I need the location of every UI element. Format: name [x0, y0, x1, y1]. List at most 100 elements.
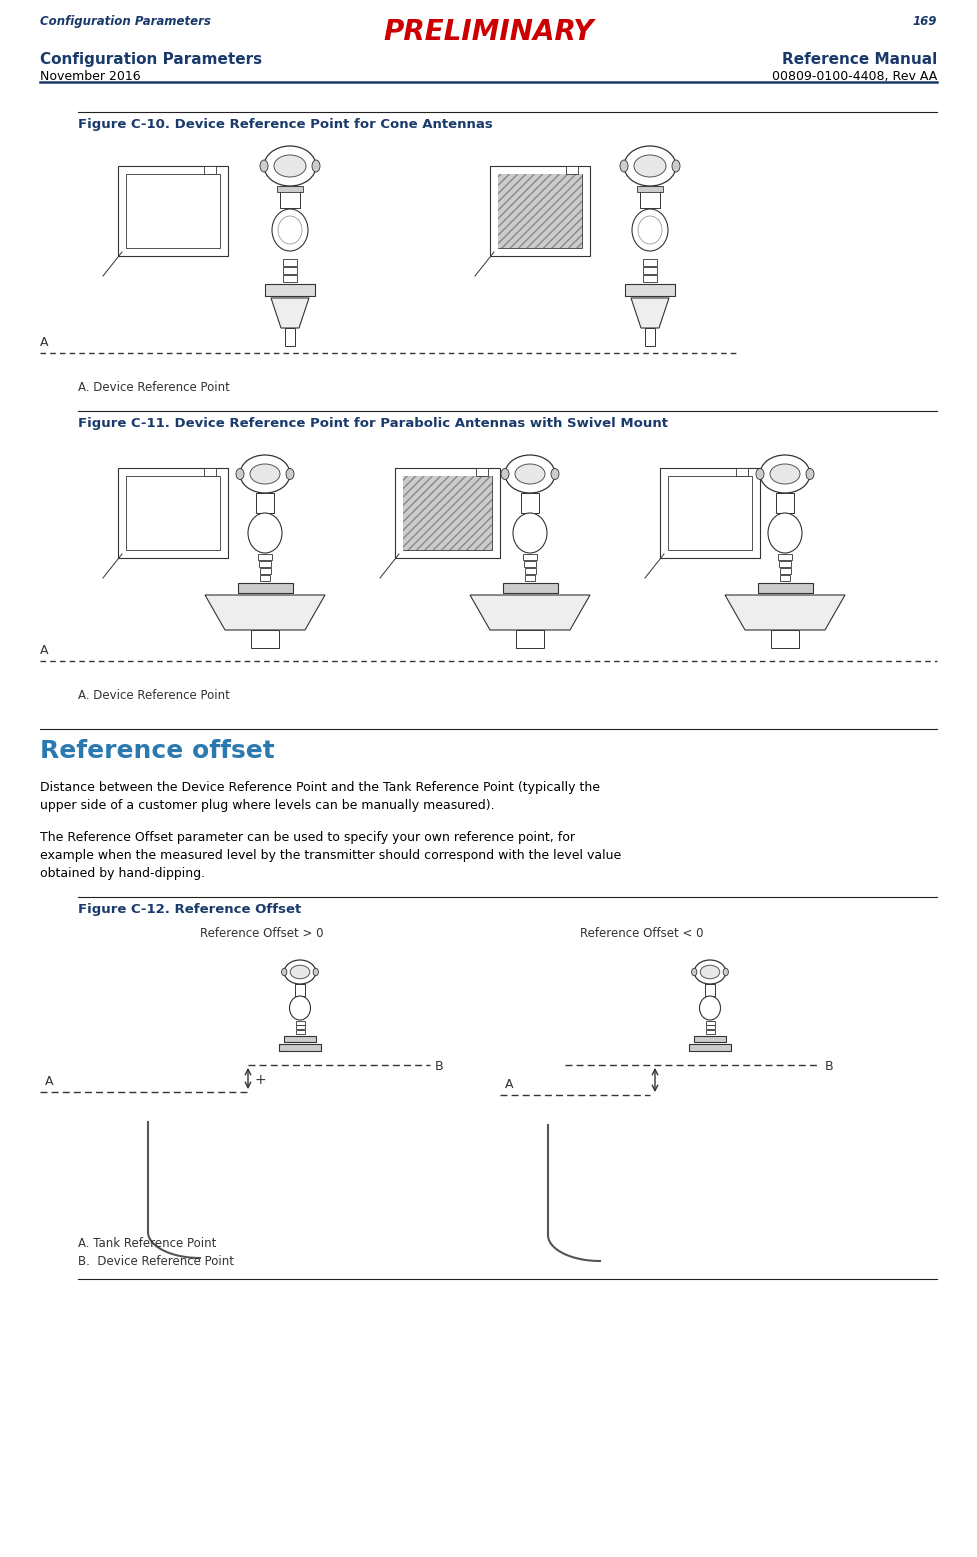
Ellipse shape: [312, 160, 320, 171]
Bar: [705, 1029, 714, 1034]
Ellipse shape: [551, 469, 559, 480]
Bar: [640, 185, 660, 209]
Ellipse shape: [272, 209, 308, 251]
Bar: [395, 469, 500, 557]
Bar: [645, 329, 655, 346]
Text: Figure C-12. Reference Offset: Figure C-12. Reference Offset: [78, 903, 301, 916]
Ellipse shape: [770, 464, 800, 484]
Bar: [283, 258, 297, 266]
Ellipse shape: [501, 469, 509, 480]
Ellipse shape: [632, 209, 668, 251]
Bar: [695, 1035, 726, 1042]
Bar: [476, 469, 488, 476]
Ellipse shape: [692, 968, 697, 976]
Text: B: B: [435, 1060, 444, 1073]
Bar: [260, 575, 270, 581]
Ellipse shape: [250, 464, 280, 484]
Ellipse shape: [760, 455, 810, 494]
Bar: [280, 185, 300, 209]
Text: A: A: [505, 1077, 514, 1091]
Bar: [736, 469, 748, 476]
Bar: [284, 1035, 316, 1042]
Bar: [260, 568, 271, 575]
Bar: [566, 167, 578, 174]
Bar: [690, 1043, 731, 1051]
Text: Configuration Parameters: Configuration Parameters: [40, 16, 211, 28]
Bar: [637, 185, 663, 192]
Polygon shape: [470, 595, 590, 631]
Text: +: +: [255, 1073, 267, 1087]
Bar: [403, 476, 492, 550]
Bar: [283, 266, 297, 274]
Text: Configuration Parameters: Configuration Parameters: [40, 51, 262, 67]
Text: Distance between the Device Reference Point and the Tank Reference Point (typica: Distance between the Device Reference Po…: [40, 782, 600, 813]
Bar: [295, 1029, 305, 1034]
Bar: [204, 469, 216, 476]
Ellipse shape: [289, 996, 311, 1020]
Bar: [643, 258, 657, 266]
Polygon shape: [631, 297, 669, 329]
Bar: [502, 582, 558, 593]
Bar: [516, 631, 544, 648]
Bar: [126, 476, 220, 550]
Text: A. Device Reference Point: A. Device Reference Point: [78, 690, 230, 702]
Bar: [625, 283, 675, 296]
Ellipse shape: [281, 968, 287, 976]
Text: A: A: [40, 645, 49, 657]
Bar: [295, 984, 305, 996]
Bar: [295, 1021, 305, 1025]
Ellipse shape: [290, 965, 310, 979]
Text: A. Tank Reference Point: A. Tank Reference Point: [78, 1236, 216, 1250]
Bar: [523, 554, 537, 561]
Bar: [490, 167, 590, 255]
Ellipse shape: [701, 965, 720, 979]
Bar: [258, 554, 272, 561]
Bar: [251, 631, 279, 648]
Text: PRELIMINARY: PRELIMINARY: [383, 19, 594, 47]
Bar: [705, 1025, 714, 1029]
Bar: [277, 185, 303, 192]
Ellipse shape: [624, 146, 676, 185]
Bar: [526, 575, 534, 581]
Bar: [295, 1025, 305, 1029]
Polygon shape: [205, 595, 325, 631]
Ellipse shape: [505, 455, 555, 494]
Ellipse shape: [634, 156, 666, 177]
Bar: [256, 494, 274, 512]
Bar: [660, 469, 760, 557]
Text: Reference offset: Reference offset: [40, 740, 275, 763]
Text: The Reference Offset parameter can be used to specify your own reference point, : The Reference Offset parameter can be us…: [40, 831, 621, 880]
Ellipse shape: [515, 464, 545, 484]
Ellipse shape: [695, 961, 726, 984]
Bar: [279, 1043, 320, 1051]
Bar: [525, 568, 535, 575]
Bar: [757, 582, 813, 593]
Bar: [778, 554, 792, 561]
Bar: [781, 575, 789, 581]
Bar: [668, 476, 752, 550]
Text: November 2016: November 2016: [40, 70, 141, 83]
Ellipse shape: [756, 469, 764, 480]
Bar: [265, 283, 315, 296]
Ellipse shape: [672, 160, 680, 171]
Ellipse shape: [264, 146, 316, 185]
Bar: [498, 174, 582, 248]
Bar: [259, 561, 272, 567]
Text: 00809-0100-4408, Rev AA: 00809-0100-4408, Rev AA: [772, 70, 937, 83]
Ellipse shape: [248, 512, 282, 553]
Bar: [524, 561, 536, 567]
Bar: [779, 561, 791, 567]
Polygon shape: [725, 595, 845, 631]
Bar: [126, 174, 220, 248]
Ellipse shape: [284, 961, 316, 984]
Polygon shape: [271, 297, 309, 329]
Ellipse shape: [768, 512, 802, 553]
Text: A: A: [40, 336, 49, 349]
Bar: [237, 582, 292, 593]
Text: Figure C-11. Device Reference Point for Parabolic Antennas with Swivel Mount: Figure C-11. Device Reference Point for …: [78, 417, 668, 430]
Ellipse shape: [620, 160, 628, 171]
Bar: [204, 167, 216, 174]
Bar: [780, 568, 790, 575]
Bar: [118, 469, 228, 557]
Text: 169: 169: [913, 16, 937, 28]
